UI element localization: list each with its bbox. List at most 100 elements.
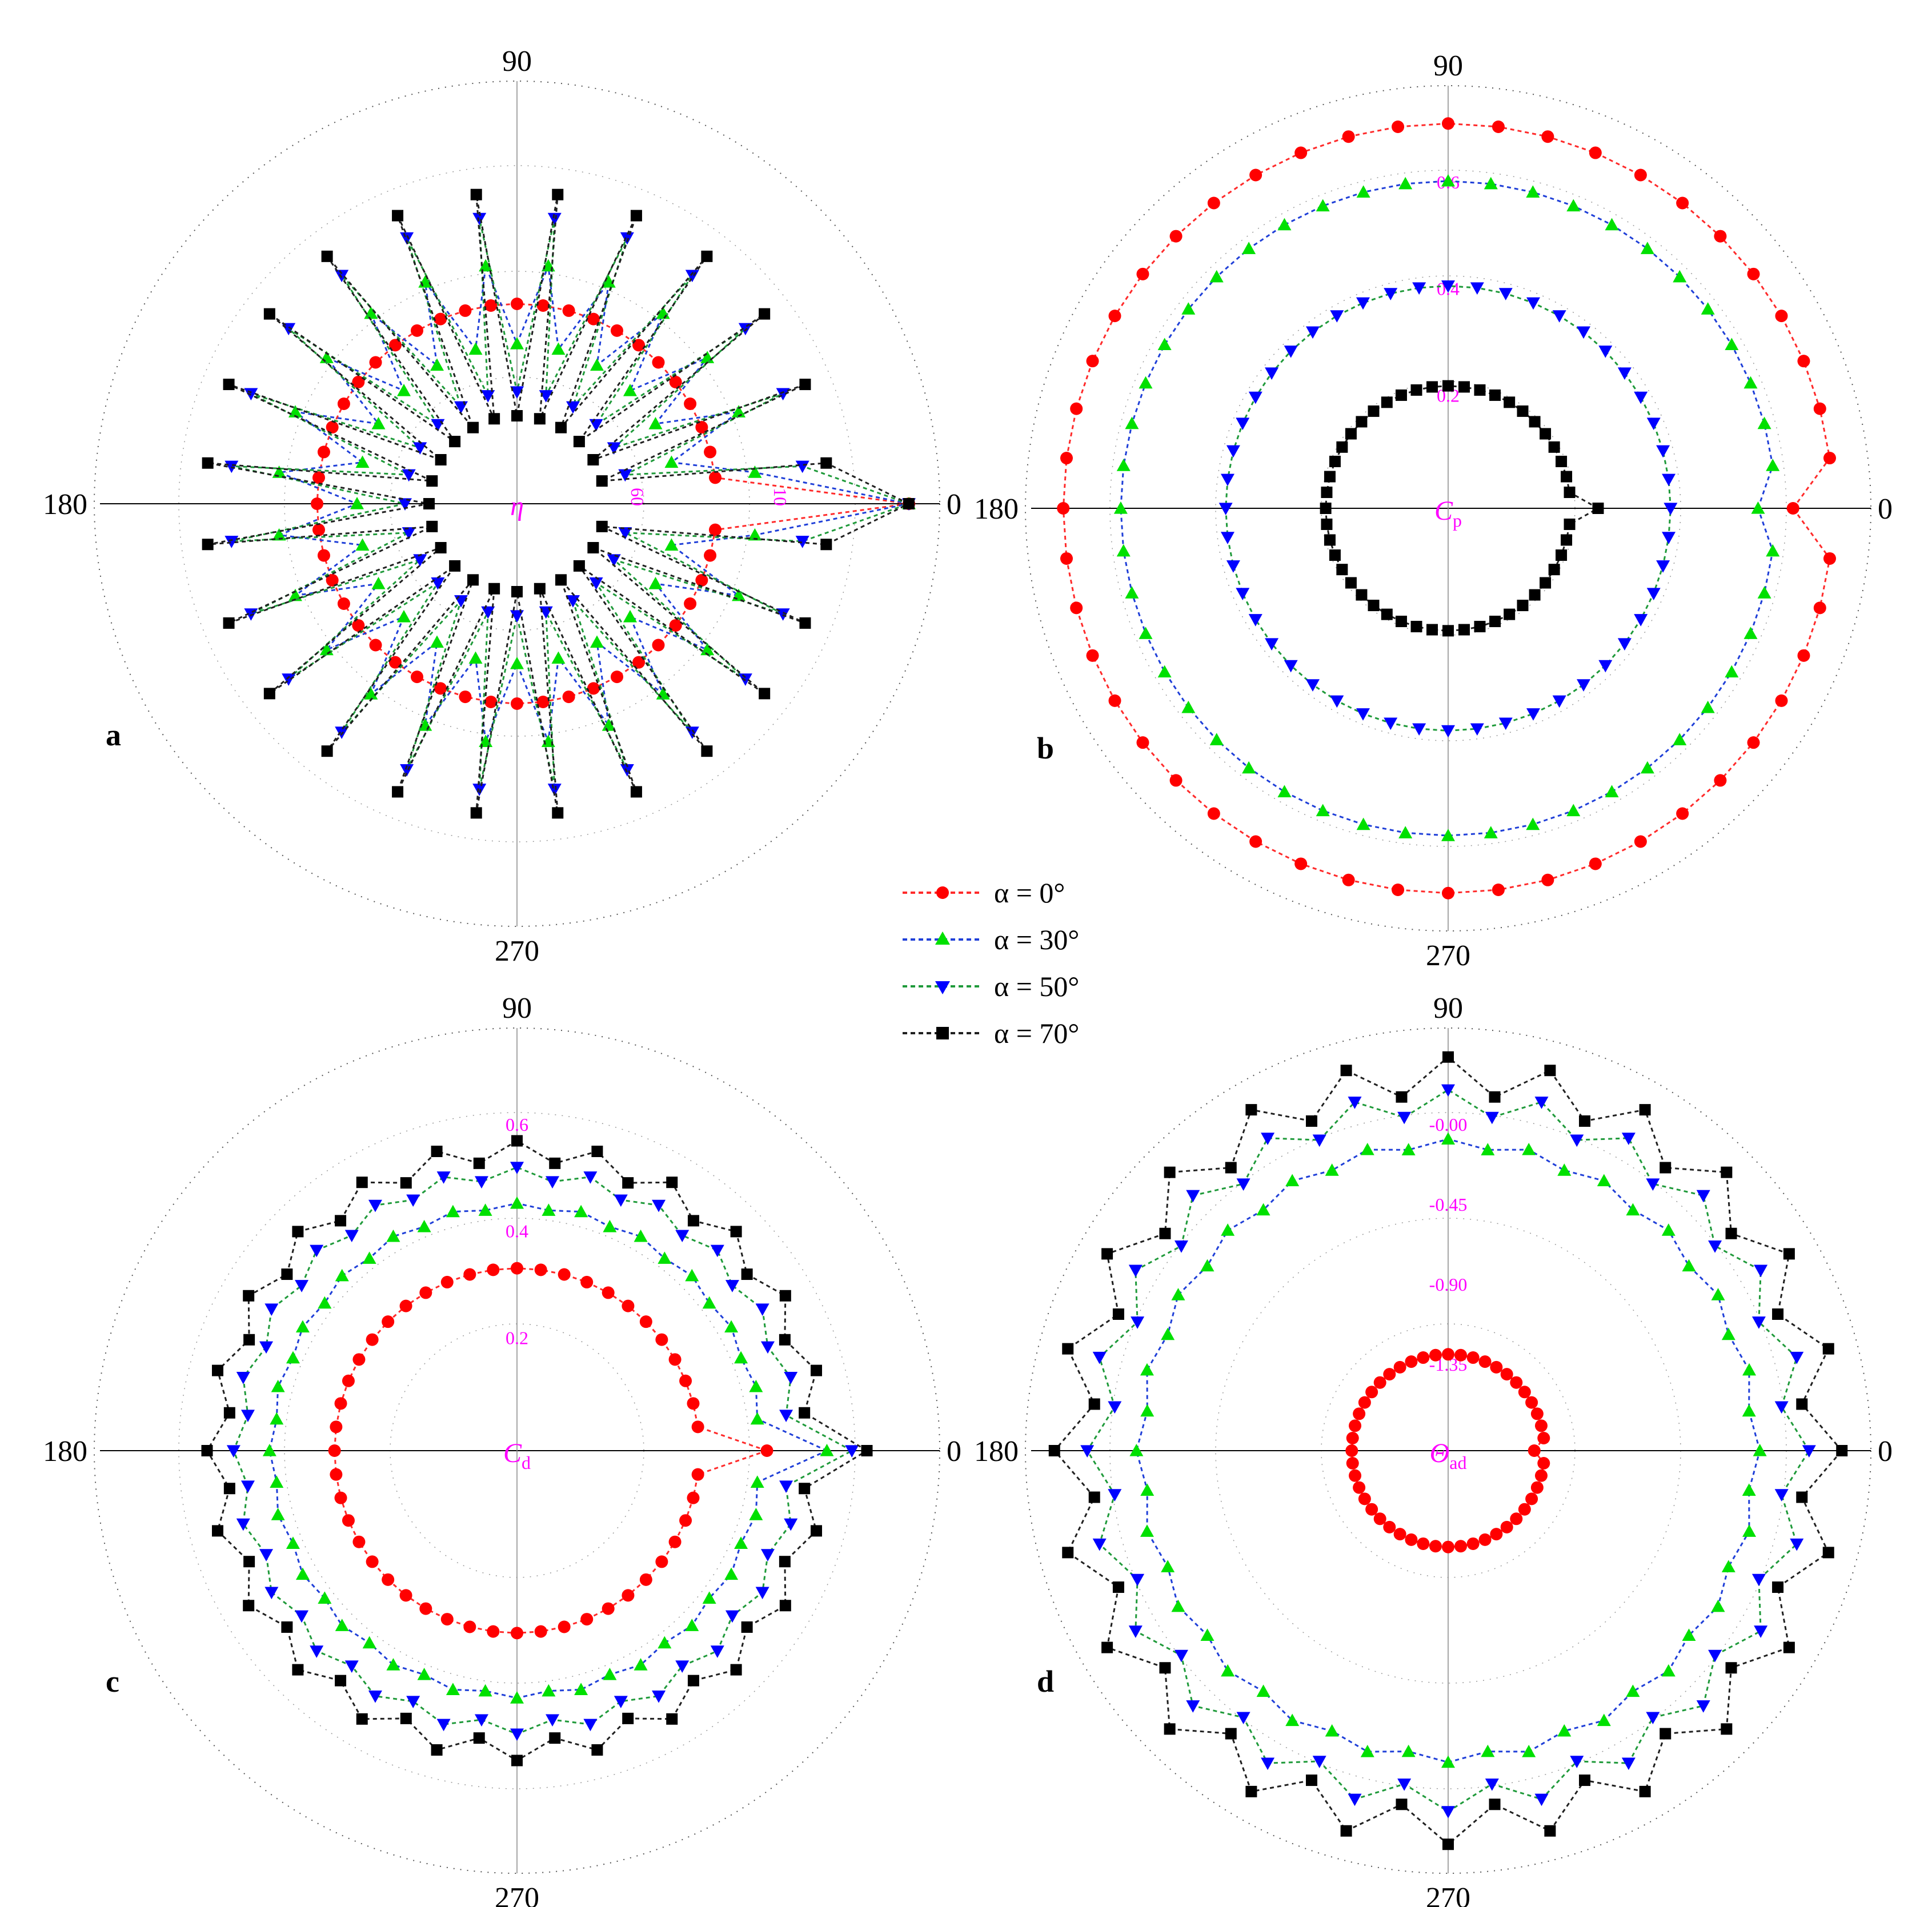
data-point <box>264 1303 279 1316</box>
data-point <box>1751 1316 1766 1329</box>
data-point <box>1747 736 1760 749</box>
data-point <box>419 1602 432 1615</box>
data-point <box>623 384 637 396</box>
data-point <box>1417 1351 1430 1364</box>
data-point <box>449 560 461 572</box>
data-point <box>1353 1407 1366 1420</box>
data-point <box>1626 1203 1640 1216</box>
data-point <box>1060 452 1073 465</box>
data-point <box>481 390 495 403</box>
data-point <box>1330 310 1344 323</box>
data-point <box>511 697 523 710</box>
data-point <box>1489 1091 1501 1103</box>
data-point <box>1265 367 1279 380</box>
legend-label-3: α = 70° <box>994 1017 1079 1049</box>
data-point <box>356 1177 368 1189</box>
data-point <box>555 574 567 586</box>
data-point <box>685 1619 699 1631</box>
data-point <box>511 1627 523 1640</box>
data-point <box>330 1420 343 1434</box>
data-point <box>1579 1774 1591 1786</box>
data-point <box>386 1658 400 1671</box>
data-point <box>352 1535 366 1548</box>
polar-panels: 0 90 180 270 60 10 η a 0 90 180 270 0.6 0.4 0.2 Cp b 0 90 1… <box>43 45 1893 1907</box>
data-point <box>369 639 382 652</box>
data-point <box>1140 1404 1155 1417</box>
data-point <box>1429 1348 1442 1362</box>
data-point <box>201 1445 213 1456</box>
data-point <box>549 1732 561 1744</box>
series-0 <box>1345 1348 1550 1553</box>
data-point <box>1381 396 1393 408</box>
data-point <box>270 1475 284 1488</box>
data-point <box>411 671 423 684</box>
data-point <box>648 577 663 589</box>
data-point <box>1525 1492 1538 1505</box>
data-point <box>709 471 722 484</box>
data-point <box>546 1714 560 1727</box>
data-point <box>467 574 479 586</box>
data-point <box>426 475 438 487</box>
data-point <box>318 1591 332 1604</box>
data-point <box>618 469 632 482</box>
data-point <box>1517 600 1529 612</box>
data-point <box>639 1315 652 1328</box>
data-point <box>1284 660 1298 673</box>
data-point <box>1200 1259 1214 1272</box>
data-point <box>587 454 599 465</box>
data-point <box>1209 270 1224 283</box>
data-point <box>511 298 523 310</box>
data-point <box>1088 1398 1100 1410</box>
data-point <box>399 1299 412 1312</box>
data-point <box>1783 1641 1795 1653</box>
data-point <box>1579 1115 1591 1127</box>
data-point <box>1325 1724 1339 1737</box>
data-point <box>1186 1190 1200 1203</box>
data-point <box>1129 1444 1144 1456</box>
data-point <box>1396 1091 1408 1103</box>
data-point <box>669 375 682 388</box>
data-point <box>534 1625 547 1638</box>
data-point <box>1696 1700 1710 1713</box>
data-point <box>652 356 665 369</box>
angle-label-0: 0 <box>947 488 961 521</box>
data-point <box>402 527 416 540</box>
data-point <box>271 1508 285 1520</box>
data-point <box>1392 121 1405 134</box>
data-point <box>241 1480 255 1494</box>
data-point <box>1128 1264 1143 1278</box>
data-point <box>1368 405 1380 417</box>
data-point <box>1209 733 1224 745</box>
data-point <box>795 536 809 548</box>
data-point <box>603 1668 617 1680</box>
data-point <box>1312 1134 1326 1147</box>
data-point <box>241 1410 255 1422</box>
data-point <box>1597 1174 1611 1187</box>
data-point <box>1393 1528 1406 1541</box>
data-point <box>1312 1756 1326 1768</box>
series-3 <box>1048 1051 1848 1850</box>
data-point <box>1790 1351 1804 1364</box>
data-point <box>1708 1240 1722 1253</box>
data-point <box>687 1215 699 1227</box>
data-point <box>1294 146 1308 159</box>
data-point <box>1766 544 1780 557</box>
data-point <box>1813 601 1826 615</box>
data-point <box>1490 1528 1503 1541</box>
data-point <box>1358 1492 1371 1505</box>
series-2 <box>225 212 916 796</box>
data-point <box>1249 835 1262 848</box>
data-point <box>398 498 412 511</box>
data-point <box>552 188 564 200</box>
data-point <box>1529 416 1541 428</box>
data-point <box>1426 381 1438 393</box>
data-point <box>1772 1581 1784 1593</box>
data-point <box>602 1286 615 1299</box>
data-point <box>1626 1684 1640 1697</box>
data-point <box>481 606 495 619</box>
data-point <box>622 1589 635 1602</box>
data-point <box>1696 1190 1710 1203</box>
data-point <box>669 619 682 632</box>
data-point <box>620 232 634 245</box>
data-point <box>741 1268 753 1280</box>
